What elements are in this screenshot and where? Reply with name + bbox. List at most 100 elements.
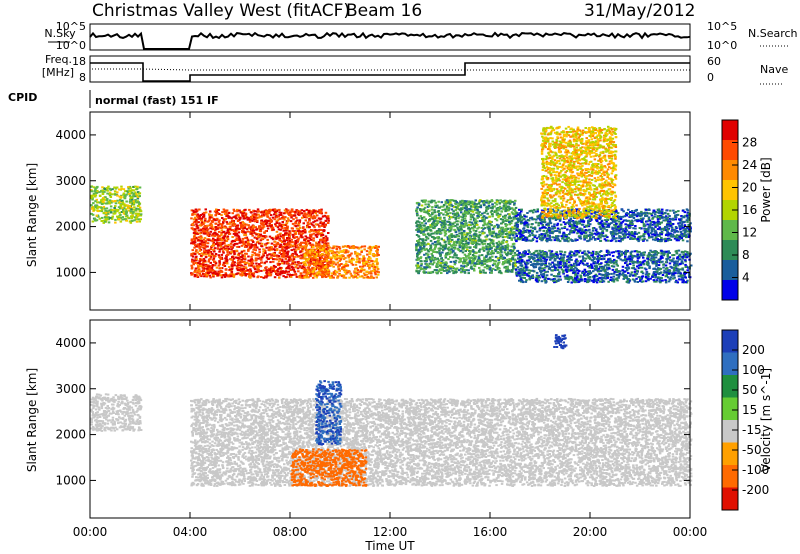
data-cell [232,232,236,235]
data-cell [474,232,477,235]
data-cell [192,221,196,224]
data-cell [193,241,197,244]
data-cell [99,195,102,197]
data-cell [270,224,273,226]
data-cell [254,249,257,252]
data-cell [108,187,112,190]
data-cell [482,258,486,261]
data-cell [226,249,229,252]
data-cell [491,252,495,255]
data-cell [112,200,115,203]
data-cell [318,246,321,249]
data-cell [441,268,444,271]
data-cell [292,258,296,261]
data-cell [311,212,314,215]
data-cell [198,268,201,271]
data-cell [197,239,200,241]
data-cell [266,254,269,257]
data-cell [257,257,260,260]
data-cell [345,260,348,263]
data-cell [116,199,119,202]
data-cell [300,254,303,257]
data-cell [110,201,113,204]
data-cell [325,250,328,253]
data-cell [298,265,302,268]
data-cell [98,217,102,220]
data-cell [309,233,312,236]
data-cell [474,230,478,232]
data-cell [485,210,488,213]
data-cell [305,216,308,219]
data-cell [317,266,320,269]
data-cell [238,237,241,240]
data-cell [125,214,129,217]
data-cell [312,246,315,248]
data-cell [439,232,443,235]
data-cell [473,209,476,211]
data-cell [90,189,93,192]
data-cell [130,217,133,220]
data-cell [483,223,487,226]
data-cell [233,261,236,264]
data-cell [318,212,322,214]
data-cell [261,226,265,229]
data-cell [230,217,233,220]
data-cell [111,215,114,218]
data-cell [93,195,97,198]
data-cell [270,229,274,232]
data-cell [258,251,261,254]
data-cell [203,237,207,240]
data-cell [291,227,294,230]
data-cell [289,269,292,271]
data-cell [347,250,350,253]
data-cell [323,226,326,228]
data-cell [294,242,298,244]
data-cell [373,266,377,269]
data-cell [277,270,280,273]
data-cell [427,200,430,203]
data-cell [285,210,288,213]
data-cell [199,254,203,257]
data-cell [252,225,255,228]
data-cell [320,235,323,238]
data-cell [509,253,512,256]
data-cell [220,267,224,270]
data-cell [318,232,321,235]
data-cell [428,205,431,208]
data-cell [472,235,475,238]
data-cell [416,214,419,217]
data-cell [312,239,315,242]
data-cell [271,216,275,219]
data-cell [279,268,283,271]
data-cell [273,213,276,216]
data-cell [240,244,244,247]
data-cell [234,228,237,231]
data-cell [275,214,278,217]
data-cell [314,223,318,226]
data-cell [244,266,248,269]
data-cell [298,212,301,215]
data-cell [193,269,197,272]
data-cell [450,216,453,219]
data-cell [265,235,268,238]
data-cell [131,198,134,201]
data-cell [276,255,279,258]
data-cell [511,226,514,229]
data-cell [270,225,273,228]
data-cell [434,201,437,204]
data-cell [240,241,243,244]
data-cell [317,230,320,233]
data-cell [233,210,236,213]
data-cell [365,261,368,264]
data-cell [273,218,276,221]
data-cell [90,194,93,197]
data-cell [460,218,464,221]
data-cell [563,251,567,254]
data-cell [375,259,378,262]
data-cell [296,240,299,243]
data-cell [195,218,198,221]
data-cell [239,273,242,276]
data-cell [198,260,202,263]
data-cell [467,272,470,275]
data-cell [344,256,347,259]
